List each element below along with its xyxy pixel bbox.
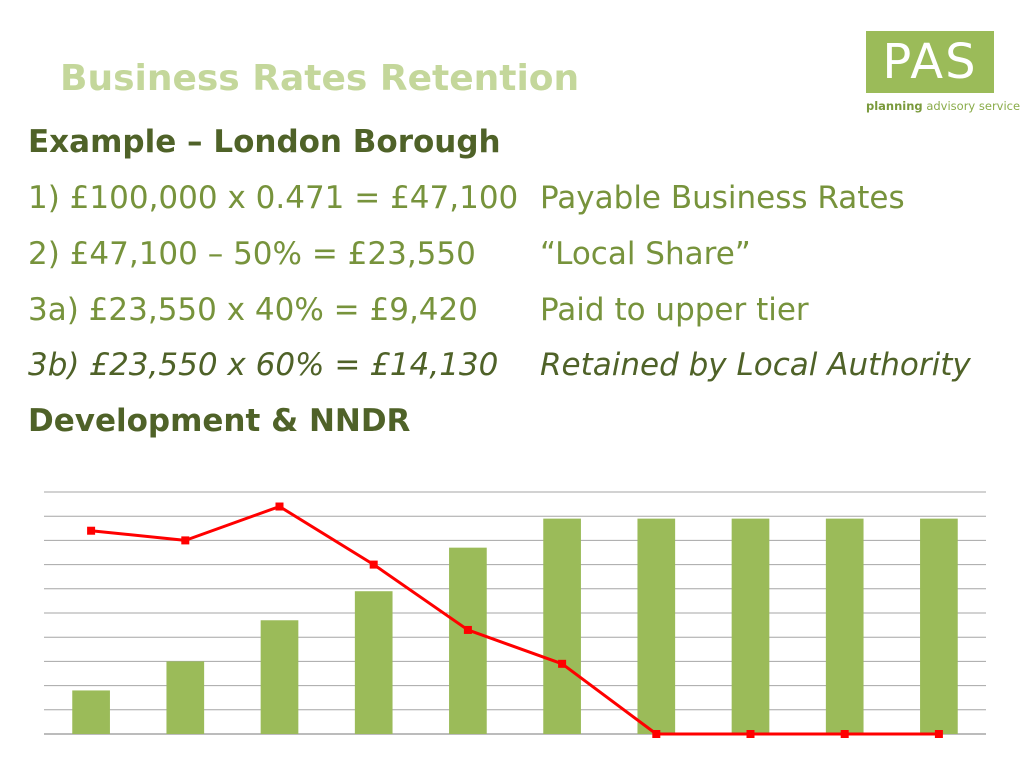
bar [449, 547, 487, 734]
bar [543, 518, 581, 734]
desc-row-3a: Paid to upper tier [540, 292, 809, 328]
bar [825, 518, 864, 734]
line-point [558, 659, 567, 668]
logo-subtitle: planning advisory service [866, 99, 1020, 113]
nndr-chart [0, 480, 1024, 768]
line-point [840, 730, 849, 738]
line-point [746, 730, 755, 738]
pas-logo-icon: PAS [866, 31, 994, 93]
bar [354, 591, 393, 734]
line-point [369, 560, 378, 569]
logo-sub-bold: planning [866, 99, 923, 113]
line-point [652, 730, 661, 738]
chart-svg [44, 491, 986, 738]
pas-logo: PAS planning advisory service [866, 31, 1020, 119]
bar [166, 661, 205, 734]
bar [731, 518, 770, 734]
example-heading: Example – London Borough [28, 124, 501, 160]
line-point [934, 730, 943, 738]
desc-row-2: “Local Share” [540, 236, 751, 272]
desc-row-1: Payable Business Rates [540, 180, 905, 216]
bar [920, 518, 958, 734]
line-point [87, 526, 96, 535]
calc-row-2: 2) £47,100 – 50% = £23,550 [28, 236, 476, 272]
desc-row-3b: Retained by Local Authority [540, 347, 971, 383]
bar [637, 518, 676, 734]
calc-row-1: 1) £100,000 x 0.471 = £47,100 [28, 180, 519, 216]
calc-row-3a: 3a) £23,550 x 40% = £9,420 [28, 292, 478, 328]
slide-title: Business Rates Retention [60, 58, 580, 99]
line-point [275, 502, 284, 511]
logo-text: PAS [882, 34, 978, 90]
logo-sub-rest: advisory service [922, 99, 1021, 113]
calc-row-3b: 3b) £23,550 x 60% = £14,130 [28, 347, 499, 383]
bar [72, 690, 110, 734]
line-point [463, 625, 472, 634]
line-series [90, 505, 939, 736]
line-point [181, 536, 190, 545]
bar [260, 620, 299, 734]
development-heading: Development & NNDR [28, 403, 411, 439]
